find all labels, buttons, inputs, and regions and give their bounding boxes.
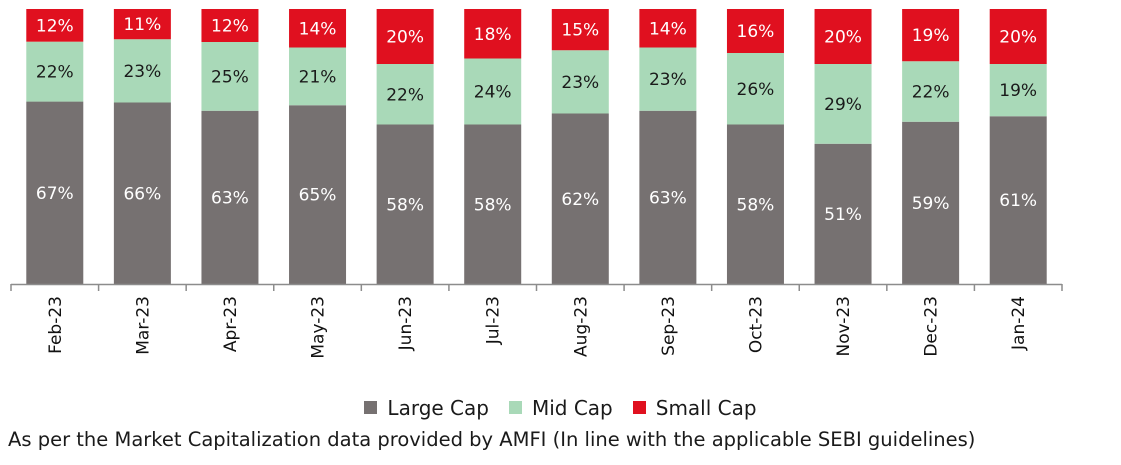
data-label-mid-cap-dec-23: 22% (912, 83, 950, 103)
data-label-small-cap-jan-24: 20% (999, 28, 1037, 48)
data-label-large-cap-oct-23: 58% (737, 195, 775, 215)
bar-small-cap-jul-23 (464, 9, 522, 59)
bar-small-cap-sep-23 (639, 9, 697, 48)
data-label-large-cap-jan-24: 61% (999, 191, 1037, 211)
data-label-large-cap-may-23: 65% (299, 186, 337, 206)
x-tick-label-dec-23: Dec-23 (922, 296, 942, 357)
bar-mid-cap-mar-23 (113, 39, 171, 103)
data-label-small-cap-feb-23: 12% (36, 16, 74, 36)
bar-mid-cap-nov-23 (814, 64, 872, 144)
stacked-bar-chart: 67% 22% 12% 66% 23% 11% 63% 25% 12% 65% 21% 14% 58% 2… (10, 9, 1063, 359)
data-label-large-cap-jul-23: 58% (474, 195, 512, 215)
x-tick-label-jul-23: Jul-23 (484, 296, 504, 345)
legend-swatch-large-cap (364, 401, 378, 414)
data-label-mid-cap-sep-23: 23% (649, 70, 687, 90)
bar-small-cap-oct-23 (726, 9, 784, 53)
data-label-small-cap-nov-23: 20% (824, 28, 862, 48)
x-tick-label-feb-23: Feb-23 (46, 296, 66, 354)
x-tick-label-sep-23: Sep-23 (659, 296, 679, 356)
data-label-large-cap-dec-23: 59% (912, 194, 950, 214)
bar-mid-cap-jun-23 (376, 64, 434, 125)
data-label-small-cap-oct-23: 16% (737, 22, 775, 42)
bar-mid-cap-apr-23 (201, 42, 259, 111)
data-label-small-cap-jul-23: 18% (474, 25, 512, 45)
data-label-mid-cap-jun-23: 22% (386, 85, 424, 105)
data-label-large-cap-feb-23: 67% (36, 184, 74, 204)
data-label-large-cap-sep-23: 63% (649, 188, 687, 208)
legend-item-large-cap: Large Cap (364, 396, 489, 420)
data-label-mid-cap-mar-23: 23% (123, 62, 161, 82)
legend-label-large-cap: Large Cap (387, 395, 489, 420)
x-tick-label-oct-23: Oct-23 (746, 296, 766, 353)
data-label-large-cap-jun-23: 58% (386, 195, 424, 215)
bar-large-cap-jun-23 (376, 124, 434, 284)
data-label-mid-cap-jan-24: 19% (999, 81, 1037, 101)
data-label-mid-cap-aug-23: 23% (561, 73, 599, 93)
bar-small-cap-may-23 (289, 9, 347, 48)
bar-large-cap-oct-23 (726, 124, 784, 284)
x-tick-label-apr-23: Apr-23 (221, 296, 241, 352)
data-label-mid-cap-oct-23: 26% (737, 80, 775, 100)
x-tick-label-aug-23: Aug-23 (571, 296, 591, 357)
legend-label-mid-cap: Mid Cap (531, 395, 613, 420)
bar-large-cap-sep-23 (639, 110, 697, 284)
bar-large-cap-nov-23 (814, 143, 872, 284)
data-label-small-cap-sep-23: 14% (649, 19, 687, 39)
data-label-small-cap-mar-23: 11% (123, 15, 161, 35)
bar-mid-cap-may-23 (289, 47, 347, 106)
data-label-large-cap-apr-23: 63% (211, 188, 249, 208)
bar-mid-cap-oct-23 (726, 53, 784, 125)
bar-mid-cap-jan-24 (989, 64, 1047, 117)
bar-small-cap-nov-23 (814, 9, 872, 64)
bar-mid-cap-dec-23 (902, 61, 960, 122)
footnote: As per the Market Capitalization data pr… (8, 428, 976, 451)
bar-small-cap-apr-23 (201, 9, 259, 42)
legend: Large Cap Mid Cap Small Cap (0, 395, 1121, 420)
bar-large-cap-jan-24 (989, 116, 1047, 284)
bar-large-cap-mar-23 (113, 102, 171, 284)
bar-small-cap-jan-24 (989, 9, 1047, 64)
legend-label-small-cap: Small Cap (655, 395, 757, 420)
x-axis: Feb-23 Mar-23 Apr-23 May-23 Jun-23 Jul-23 Aug-… (10, 283, 1063, 359)
bar-small-cap-jun-23 (376, 9, 434, 64)
data-label-small-cap-aug-23: 15% (561, 21, 599, 41)
bar-large-cap-apr-23 (201, 110, 259, 284)
data-label-mid-cap-may-23: 21% (299, 67, 337, 87)
bar-mid-cap-sep-23 (639, 47, 697, 111)
legend-item-small-cap: Small Cap (632, 395, 757, 420)
bar-small-cap-aug-23 (551, 9, 609, 51)
bar-small-cap-mar-23 (113, 9, 171, 40)
data-label-mid-cap-apr-23: 25% (211, 67, 249, 87)
data-label-mid-cap-nov-23: 29% (824, 95, 862, 115)
x-tick-label-jan-24: Jan-24 (1009, 296, 1029, 351)
x-tick-label-mar-23: Mar-23 (133, 296, 153, 355)
legend-item-mid-cap: Mid Cap (508, 395, 613, 420)
x-tick-label-may-23: May-23 (309, 296, 329, 359)
data-label-small-cap-jun-23: 20% (386, 28, 424, 48)
bar-large-cap-dec-23 (902, 121, 960, 284)
bar-small-cap-dec-23 (902, 9, 960, 62)
bar-small-cap-feb-23 (26, 9, 84, 42)
bar-large-cap-jul-23 (464, 124, 522, 284)
x-tick-label-nov-23: Nov-23 (834, 296, 854, 357)
data-label-small-cap-may-23: 14% (299, 19, 337, 39)
bar-large-cap-may-23 (289, 105, 347, 284)
bar-large-cap-aug-23 (551, 113, 609, 284)
data-label-mid-cap-jul-23: 24% (474, 83, 512, 103)
data-label-large-cap-aug-23: 62% (561, 190, 599, 210)
bar-large-cap-feb-23 (26, 101, 84, 285)
data-label-large-cap-mar-23: 66% (123, 184, 161, 204)
bar-mid-cap-feb-23 (26, 41, 84, 102)
data-label-small-cap-dec-23: 19% (912, 26, 950, 46)
data-label-small-cap-apr-23: 12% (211, 17, 249, 37)
x-tick-label-jun-23: Jun-23 (396, 296, 416, 351)
legend-swatch-small-cap (632, 401, 646, 414)
bar-mid-cap-jul-23 (464, 58, 522, 125)
data-label-large-cap-nov-23: 51% (824, 205, 862, 225)
bars-group: 67% 22% 12% 66% 23% 11% 63% 25% 12% 65% 21% 14% 58% 2… (26, 9, 1047, 285)
legend-swatch-mid-cap (508, 401, 522, 414)
data-label-mid-cap-feb-23: 22% (36, 63, 74, 83)
bar-mid-cap-aug-23 (551, 50, 609, 114)
